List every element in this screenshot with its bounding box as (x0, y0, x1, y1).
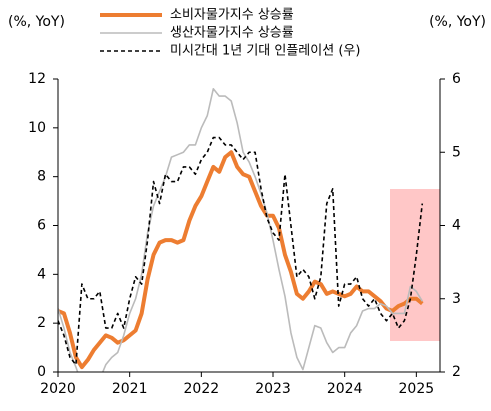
x-tick-label: 2025 (399, 381, 435, 397)
y-axis-label: (%, YoY) (8, 14, 65, 30)
y-tick-label: 4 (37, 266, 46, 282)
plot-area (58, 87, 424, 372)
legend-label: 소비자물가지수 상승률 (170, 8, 294, 23)
y-tick-label: 6 (37, 218, 46, 234)
x-tick-label: 2022 (184, 381, 220, 397)
series-line (58, 150, 424, 370)
y2-tick-label: 2 (452, 364, 461, 380)
y-tick-label: 2 (37, 315, 46, 331)
legend-label: 미시간대 1년 기대 인플레이션 (우) (170, 44, 360, 59)
x-tick-label: 2023 (255, 381, 291, 397)
y2-tick-label: 5 (452, 144, 461, 160)
y-tick-label: 0 (37, 364, 46, 380)
y-tick-label: 8 (37, 169, 46, 185)
y-tick-label: 12 (28, 71, 46, 87)
y2-tick-label: 3 (452, 291, 461, 307)
y2-axis-label: (%, YoY) (429, 14, 486, 30)
y-tick-label: 10 (28, 120, 46, 136)
x-tick-label: 2024 (327, 381, 363, 397)
y2-tick-label: 4 (452, 218, 461, 234)
legend-label: 생산자물가지수 상승률 (170, 26, 294, 41)
x-tick-label: 2020 (40, 381, 76, 397)
x-tick-label: 2021 (112, 381, 148, 397)
series-line (58, 136, 424, 366)
y2-tick-label: 6 (452, 71, 461, 87)
series-line (58, 87, 423, 372)
